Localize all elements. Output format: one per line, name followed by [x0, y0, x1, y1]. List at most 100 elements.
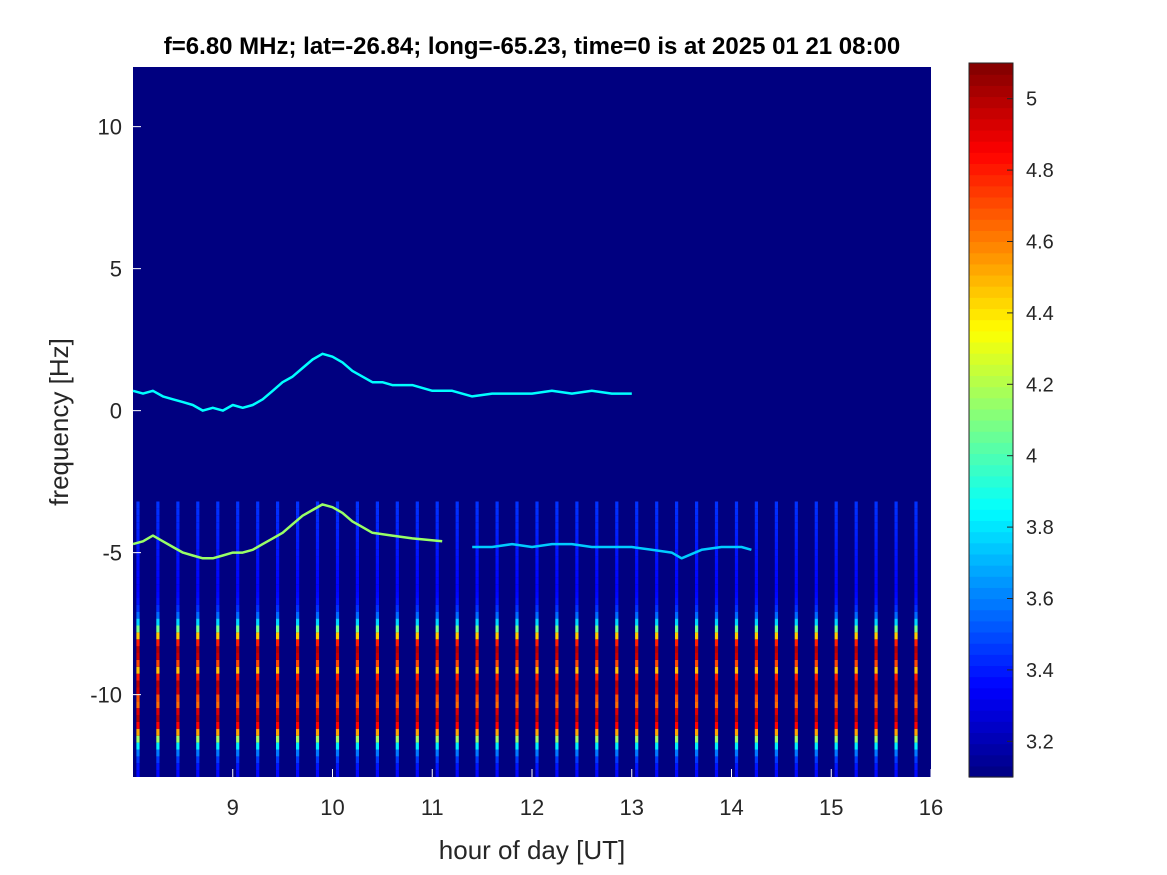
stripe-segment	[336, 515, 339, 522]
stripe-segment	[436, 743, 439, 750]
stripe-segment	[635, 612, 638, 619]
stripe-segment	[156, 722, 159, 729]
stripe-segment	[316, 508, 319, 515]
stripe-segment	[535, 536, 538, 543]
stripe-segment	[136, 632, 139, 639]
stripe-segment	[655, 756, 658, 763]
stripe-segment	[256, 529, 259, 536]
stripe-segment	[695, 750, 698, 757]
stripe-segment	[575, 750, 578, 757]
stripe-segment	[176, 701, 179, 708]
stripe-segment	[296, 715, 299, 722]
stripe-segment	[376, 756, 379, 763]
colorbar-band	[969, 275, 1013, 287]
stripe-segment	[914, 674, 917, 681]
stripe-segment	[695, 708, 698, 715]
colorbar-band	[969, 175, 1013, 187]
stripe-segment	[815, 736, 818, 743]
stripe-segment	[136, 522, 139, 529]
stripe-segment	[476, 750, 479, 757]
stripe-segment	[635, 708, 638, 715]
stripe-segment	[316, 598, 319, 605]
stripe-segment	[635, 653, 638, 660]
stripe-segment	[256, 750, 259, 757]
stripe-segment	[515, 729, 518, 736]
stripe-segment	[595, 674, 598, 681]
stripe-segment	[276, 750, 279, 757]
stripe-segment	[655, 598, 658, 605]
stripe-segment	[456, 557, 459, 564]
stripe-segment	[735, 770, 738, 777]
stripe-segment	[855, 639, 858, 646]
stripe-segment	[396, 577, 399, 584]
stripe-segment	[695, 577, 698, 584]
stripe-segment	[256, 660, 259, 667]
stripe-segment	[615, 701, 618, 708]
stripe-segment	[875, 598, 878, 605]
colorbar-band	[969, 409, 1013, 421]
stripe-segment	[615, 591, 618, 598]
stripe-segment	[655, 639, 658, 646]
stripe-segment	[795, 564, 798, 571]
stripe-segment	[156, 736, 159, 743]
colorbar-tick-label: 3.6	[1026, 589, 1054, 611]
stripe-segment	[555, 701, 558, 708]
stripe-segment	[895, 653, 898, 660]
stripe-segment	[555, 550, 558, 557]
stripe-segment	[715, 550, 718, 557]
stripe-segment	[815, 694, 818, 701]
stripe-segment	[635, 564, 638, 571]
stripe-segment	[535, 550, 538, 557]
stripe-segment	[376, 750, 379, 757]
stripe-segment	[515, 653, 518, 660]
stripe-segment	[316, 736, 319, 743]
stripe-segment	[276, 543, 279, 550]
stripe-segment	[615, 605, 618, 612]
stripe-segment	[615, 763, 618, 770]
stripe-segment	[655, 612, 658, 619]
stripe-segment	[476, 632, 479, 639]
stripe-segment	[396, 584, 399, 591]
stripe-segment	[535, 508, 538, 515]
stripe-segment	[655, 708, 658, 715]
stripe-segment	[675, 694, 678, 701]
stripe-segment	[595, 694, 598, 701]
stripe-segment	[875, 626, 878, 633]
stripe-segment	[795, 529, 798, 536]
stripe-segment	[316, 667, 319, 674]
stripe-segment	[256, 536, 259, 543]
stripe-segment	[476, 770, 479, 777]
stripe-segment	[136, 743, 139, 750]
stripe-segment	[196, 570, 199, 577]
stripe-segment	[595, 591, 598, 598]
stripe-segment	[595, 529, 598, 536]
stripe-segment	[436, 508, 439, 515]
stripe-segment	[875, 736, 878, 743]
stripe-segment	[775, 743, 778, 750]
stripe-segment	[216, 708, 219, 715]
stripe-segment	[396, 598, 399, 605]
stripe-segment	[236, 584, 239, 591]
stripe-segment	[316, 688, 319, 695]
stripe-segment	[895, 708, 898, 715]
stripe-segment	[396, 557, 399, 564]
stripe-segment	[855, 550, 858, 557]
stripe-segment	[795, 577, 798, 584]
stripe-segment	[216, 570, 219, 577]
stripe-segment	[376, 708, 379, 715]
stripe-segment	[515, 550, 518, 557]
stripe-segment	[775, 729, 778, 736]
stripe-segment	[396, 626, 399, 633]
stripe-segment	[515, 515, 518, 522]
stripe-segment	[535, 667, 538, 674]
stripe-segment	[496, 619, 499, 626]
stripe-segment	[216, 722, 219, 729]
stripe-segment	[156, 743, 159, 750]
stripe-segment	[156, 674, 159, 681]
stripe-segment	[735, 681, 738, 688]
stripe-segment	[376, 729, 379, 736]
stripe-segment	[416, 605, 419, 612]
stripe-segment	[216, 750, 219, 757]
stripe-segment	[176, 667, 179, 674]
